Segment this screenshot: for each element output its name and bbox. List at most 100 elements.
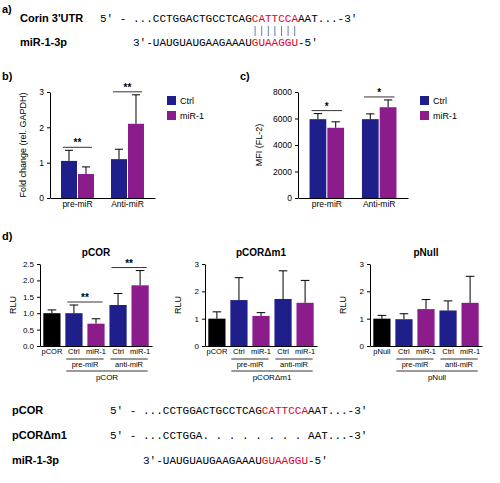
error-cap	[466, 276, 475, 277]
error-cap	[378, 315, 387, 316]
x-tick: Ctrl	[277, 347, 289, 356]
error-cap	[92, 318, 101, 319]
x-tick: miR-1	[295, 347, 315, 356]
x-tick: pre-miR	[62, 199, 92, 209]
y-tick-label: 2	[195, 287, 200, 296]
y-tick-label: 0.5	[23, 326, 35, 335]
chart: 0123pNullCtrlmiR-1CtrlmiR-1RLUpNullpre-m…	[338, 247, 483, 382]
x-tick: Ctrl	[112, 347, 124, 356]
base-pair-line	[268, 26, 269, 36]
error-bar	[69, 150, 70, 161]
y-tick-mark	[202, 346, 205, 347]
y-tick: 0	[287, 193, 298, 203]
y-axis-line	[40, 265, 41, 347]
x-tick: Anti-miR	[111, 199, 144, 209]
error-bar	[238, 278, 239, 300]
bar	[208, 319, 225, 346]
error-cap	[444, 300, 453, 301]
x-tick: Ctrl	[442, 347, 454, 356]
error-cap	[235, 277, 244, 278]
y-tick: 2	[39, 123, 50, 133]
xlabel-bracket	[66, 371, 147, 372]
chart: 0123pre-miRAnti-miRFold change (rel. GAP…	[18, 82, 204, 209]
y-tick-label: 2.0	[23, 276, 35, 285]
y-tick-mark	[295, 145, 298, 146]
x-axis-title: pNull	[428, 373, 446, 382]
error-bar	[216, 312, 217, 319]
error-bar	[96, 319, 97, 324]
x-tick-label: pCOR	[206, 347, 227, 356]
y-tick: 3	[360, 260, 370, 269]
x-axis: pre-miR Anti-miR	[51, 199, 156, 210]
y-tick-mark	[47, 198, 50, 199]
y-tick-mark	[202, 291, 205, 292]
x-tick: pre-miR	[312, 199, 342, 209]
error-bar	[370, 114, 371, 119]
y-axis-title: RLU	[8, 296, 18, 314]
bar	[43, 313, 60, 346]
alignment: pCOR5' - ...CCTGGACTGCCTCAGCATTCCAAAT...…	[12, 404, 367, 467]
y-tick-label: 1.0	[23, 309, 35, 318]
legend-swatch	[420, 111, 429, 120]
sequence-segment: 3'-UAUGUAUGAAGAAAU	[143, 455, 262, 467]
y-tick-label: 6000	[273, 114, 292, 124]
y-tick-mark	[367, 346, 370, 347]
chart: 0.00.51.01.52.02.5pCORCtrlmiR-1CtrlmiR-1…	[8, 247, 153, 382]
error-cap	[136, 270, 145, 271]
y-tick-mark	[295, 119, 298, 120]
y-tick: 0	[360, 342, 370, 351]
plot-area	[310, 100, 397, 198]
x-tick-label: Ctrl	[233, 347, 245, 356]
x-tick-label: miR-1	[251, 347, 271, 356]
error-cap	[400, 313, 409, 314]
legend-label: miR-1	[180, 111, 204, 121]
y-tick-mark	[37, 313, 40, 314]
y-tick-mark	[47, 92, 50, 93]
y-tick-mark	[295, 172, 298, 173]
base-pair-line	[288, 26, 289, 36]
y-tick-label: 2	[39, 123, 44, 133]
y-tick-mark	[47, 127, 50, 128]
y-tick-label: 1.5	[23, 293, 35, 302]
y-tick-mark	[37, 264, 40, 265]
base-pair-line	[255, 26, 256, 36]
sequence-label: miR-1-3p	[12, 454, 59, 466]
y-tick: 2	[360, 287, 370, 296]
group-label: anti-miR	[280, 360, 309, 369]
x-tick-label: Ctrl	[398, 347, 410, 356]
x-tick: miR-1	[130, 347, 150, 356]
error-bar	[470, 276, 471, 303]
error-cap	[132, 94, 140, 95]
error-cap	[257, 312, 266, 313]
error-bar	[448, 301, 449, 311]
y-tick-label: 2	[360, 287, 365, 296]
error-cap	[48, 309, 57, 310]
bar	[362, 119, 379, 198]
error-bar	[118, 294, 119, 305]
y-axis: 0.00.51.01.52.02.5	[23, 260, 41, 351]
legend-swatch	[420, 96, 429, 105]
x-tick: Ctrl	[68, 347, 80, 356]
y-tick-mark	[37, 346, 40, 347]
error-bar	[305, 280, 306, 302]
significance-label: **	[124, 82, 132, 93]
y-tick-label: 8000	[273, 87, 292, 97]
significance-label: *	[377, 87, 381, 98]
legend-swatch	[167, 96, 176, 105]
error-cap	[422, 299, 431, 300]
x-axis-title: pCORΔm1	[253, 373, 292, 382]
y-axis-title: Fold change (rel. GAPDH)	[18, 92, 28, 197]
x-tick: miR-1	[416, 347, 436, 356]
x-tick-label: Ctrl	[112, 347, 124, 356]
y-tick-label: 0	[360, 342, 365, 351]
group-label: pre-miR	[237, 360, 264, 369]
error-cap	[65, 150, 73, 151]
y-tick-label: 4000	[273, 140, 292, 150]
y-tick-label: 1	[360, 315, 365, 324]
alignment: Corin 3'UTR5' - ...CCTGGACTGCCTCAGCATTCC…	[20, 12, 357, 49]
plot-area	[61, 95, 144, 198]
y-tick-mark	[37, 280, 40, 281]
x-axis: pNullCtrlmiR-1CtrlmiR-1	[371, 347, 483, 357]
y-tick: 2	[195, 287, 205, 296]
bar	[327, 128, 344, 198]
